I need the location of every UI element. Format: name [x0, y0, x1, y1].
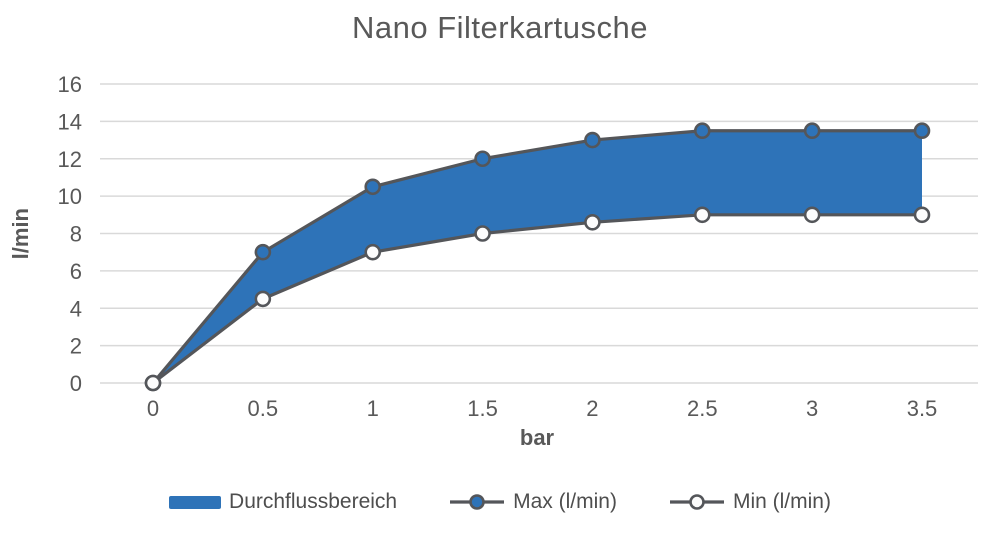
max-marker [364, 178, 382, 196]
min-marker [364, 243, 382, 261]
max-marker [803, 122, 821, 140]
y-tick-label: 10 [58, 184, 82, 209]
min-marker [144, 374, 162, 392]
y-tick-label: 0 [70, 371, 82, 396]
y-tick-label: 8 [70, 222, 82, 247]
min-marker [474, 225, 491, 242]
y-tick-label: 6 [70, 259, 82, 284]
x-tick-label: 2.5 [687, 396, 718, 421]
min-marker [803, 206, 821, 224]
line-open-dot-icon [669, 494, 724, 510]
flow-range-area [153, 130, 922, 383]
min-marker [254, 290, 272, 308]
x-tick-label: 3 [806, 396, 818, 421]
min-marker [693, 206, 711, 224]
y-tick-label: 4 [70, 296, 82, 321]
min-marker [913, 206, 931, 224]
max-marker [254, 243, 272, 261]
x-tick-label: 0 [147, 396, 159, 421]
x-tick-label: 2 [586, 396, 598, 421]
legend-item-max: Max (l/min) [449, 490, 617, 514]
x-tick-label: 0.5 [248, 396, 279, 421]
max-marker [913, 122, 931, 140]
max-marker [693, 122, 711, 140]
min-marker [584, 213, 601, 231]
legend-label: Durchflussbereich [229, 490, 398, 513]
chart-title: Nano Filterkartusche [351, 10, 648, 45]
min-line [152, 213, 922, 385]
line-filled-dot-icon [450, 494, 505, 510]
y-tick-label: 14 [58, 109, 82, 134]
legend-item-durchflussbereich: Durchflussbereich [169, 490, 397, 514]
y-tick-label: 12 [58, 147, 82, 172]
plot-svg: 0 2 4 6 8 10 12 14 16 0 0.5 1 1.5 2 2.5 3 3.5 [58, 72, 978, 421]
x-tick-label: 3.5 [907, 396, 938, 421]
x-axis-title: bar [519, 425, 555, 450]
x-tick-label: 1 [367, 396, 379, 421]
max-marker [584, 131, 601, 149]
y-tick-label: 16 [58, 72, 82, 97]
max-line [151, 129, 922, 385]
legend-label: Min (l/min) [732, 490, 831, 513]
legend-item-min: Min (l/min) [669, 490, 831, 514]
legend: Durchflussbereich Max (l/min) Min (l/min… [0, 490, 1000, 514]
area-swatch-icon [169, 495, 222, 509]
legend-label: Max (l/min) [513, 490, 617, 513]
y-tick-label: 2 [70, 334, 82, 359]
x-tick-label: 1.5 [467, 396, 498, 421]
max-marker [474, 150, 491, 168]
